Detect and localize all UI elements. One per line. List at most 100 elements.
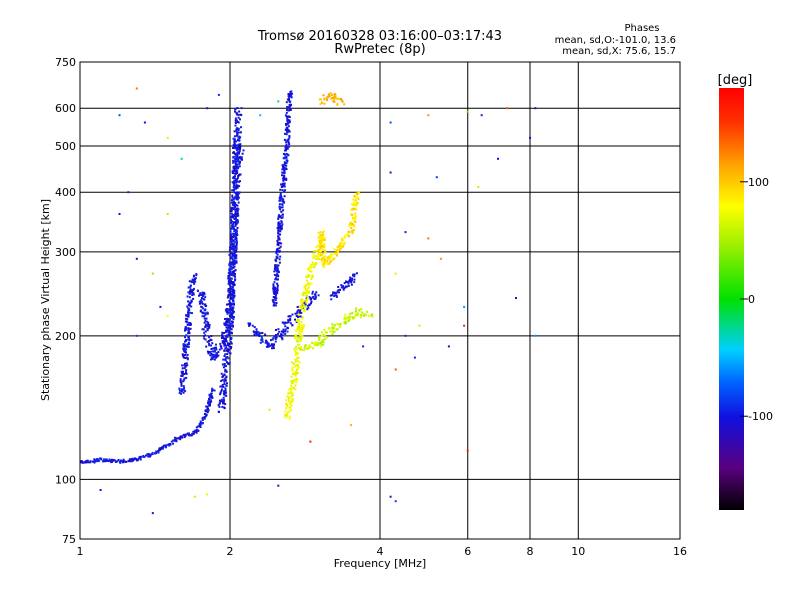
data-point: [228, 327, 231, 330]
x-axis: 1 2 4 6 8 10 16: [77, 545, 688, 558]
data-point: [277, 100, 280, 103]
data-point: [226, 382, 228, 385]
data-point: [318, 336, 321, 339]
data-point: [167, 443, 170, 446]
data-point: [230, 216, 232, 219]
data-point: [204, 319, 207, 322]
data-point: [230, 265, 232, 268]
data-point: [214, 349, 216, 352]
data-point: [480, 114, 483, 117]
data-point: [294, 354, 297, 356]
data-point: [259, 114, 262, 117]
data-point: [208, 351, 210, 354]
data-point: [233, 197, 236, 199]
data-point: [322, 243, 325, 245]
data-point: [345, 233, 348, 236]
data-point: [320, 243, 323, 246]
data-point: [319, 251, 321, 254]
y-tick-label: 400: [55, 186, 76, 199]
data-point: [217, 351, 220, 354]
data-point: [339, 246, 342, 249]
data-point: [218, 402, 221, 405]
data-point: [349, 276, 352, 279]
data-point: [192, 289, 195, 291]
data-point: [187, 311, 189, 314]
data-point: [336, 249, 339, 252]
data-point: [297, 366, 300, 369]
data-point: [184, 348, 187, 351]
data-point: [348, 315, 351, 318]
data-point: [295, 360, 297, 363]
data-point: [215, 343, 217, 346]
data-point: [332, 96, 335, 99]
data-point: [307, 290, 310, 293]
data-point: [203, 321, 206, 324]
data-point: [128, 458, 131, 461]
data-point: [285, 159, 288, 162]
data-point: [212, 356, 215, 359]
data-point: [311, 341, 314, 344]
data-point: [313, 263, 316, 266]
data-point: [271, 338, 274, 341]
data-point: [223, 383, 226, 385]
data-point: [180, 392, 182, 395]
data-point: [324, 262, 327, 265]
data-point: [427, 114, 430, 117]
data-point: [218, 399, 221, 402]
data-point: [231, 239, 234, 242]
data-point: [210, 392, 213, 395]
data-point: [188, 301, 191, 304]
x-tick-label: 16: [673, 545, 687, 558]
data-point: [334, 96, 337, 98]
data-point: [185, 314, 188, 317]
data-point: [89, 461, 92, 464]
data-point: [180, 157, 183, 160]
data-point: [288, 96, 291, 99]
data-point: [348, 231, 351, 234]
data-point: [226, 308, 229, 310]
data-point: [231, 315, 234, 317]
data-point: [296, 312, 299, 315]
data-point: [224, 379, 227, 382]
data-point: [194, 277, 197, 280]
data-point: [307, 275, 310, 278]
data-point: [233, 290, 236, 293]
data-point: [195, 426, 198, 429]
data-point: [240, 158, 243, 161]
data-point: [321, 331, 323, 334]
data-point: [135, 257, 138, 260]
data-point: [136, 458, 139, 461]
data-point: [351, 317, 354, 320]
data-point: [335, 328, 338, 331]
data-point: [281, 203, 284, 206]
data-point: [278, 261, 281, 264]
data-point: [306, 287, 309, 290]
data-point: [190, 300, 193, 303]
data-point: [203, 317, 206, 320]
data-point: [276, 241, 279, 244]
data-point: [304, 285, 307, 288]
data-point: [239, 173, 242, 176]
data-point: [320, 237, 322, 239]
data-point: [270, 343, 273, 346]
data-point: [235, 166, 238, 169]
data-point: [187, 304, 190, 307]
data-point: [232, 245, 235, 248]
data-point: [213, 350, 216, 353]
data-point: [298, 320, 300, 323]
data-point: [184, 357, 187, 359]
data-point: [284, 332, 287, 335]
data-point: [350, 224, 353, 227]
data-point: [236, 146, 238, 149]
data-point: [323, 98, 326, 101]
data-point: [289, 317, 292, 320]
data-point: [308, 344, 311, 347]
data-point: [188, 322, 191, 325]
data-point: [231, 308, 234, 311]
data-point: [281, 171, 284, 174]
data-point: [278, 197, 281, 200]
data-point: [186, 321, 189, 324]
data-point: [231, 181, 234, 184]
data-point: [213, 358, 216, 361]
data-point: [208, 344, 211, 347]
